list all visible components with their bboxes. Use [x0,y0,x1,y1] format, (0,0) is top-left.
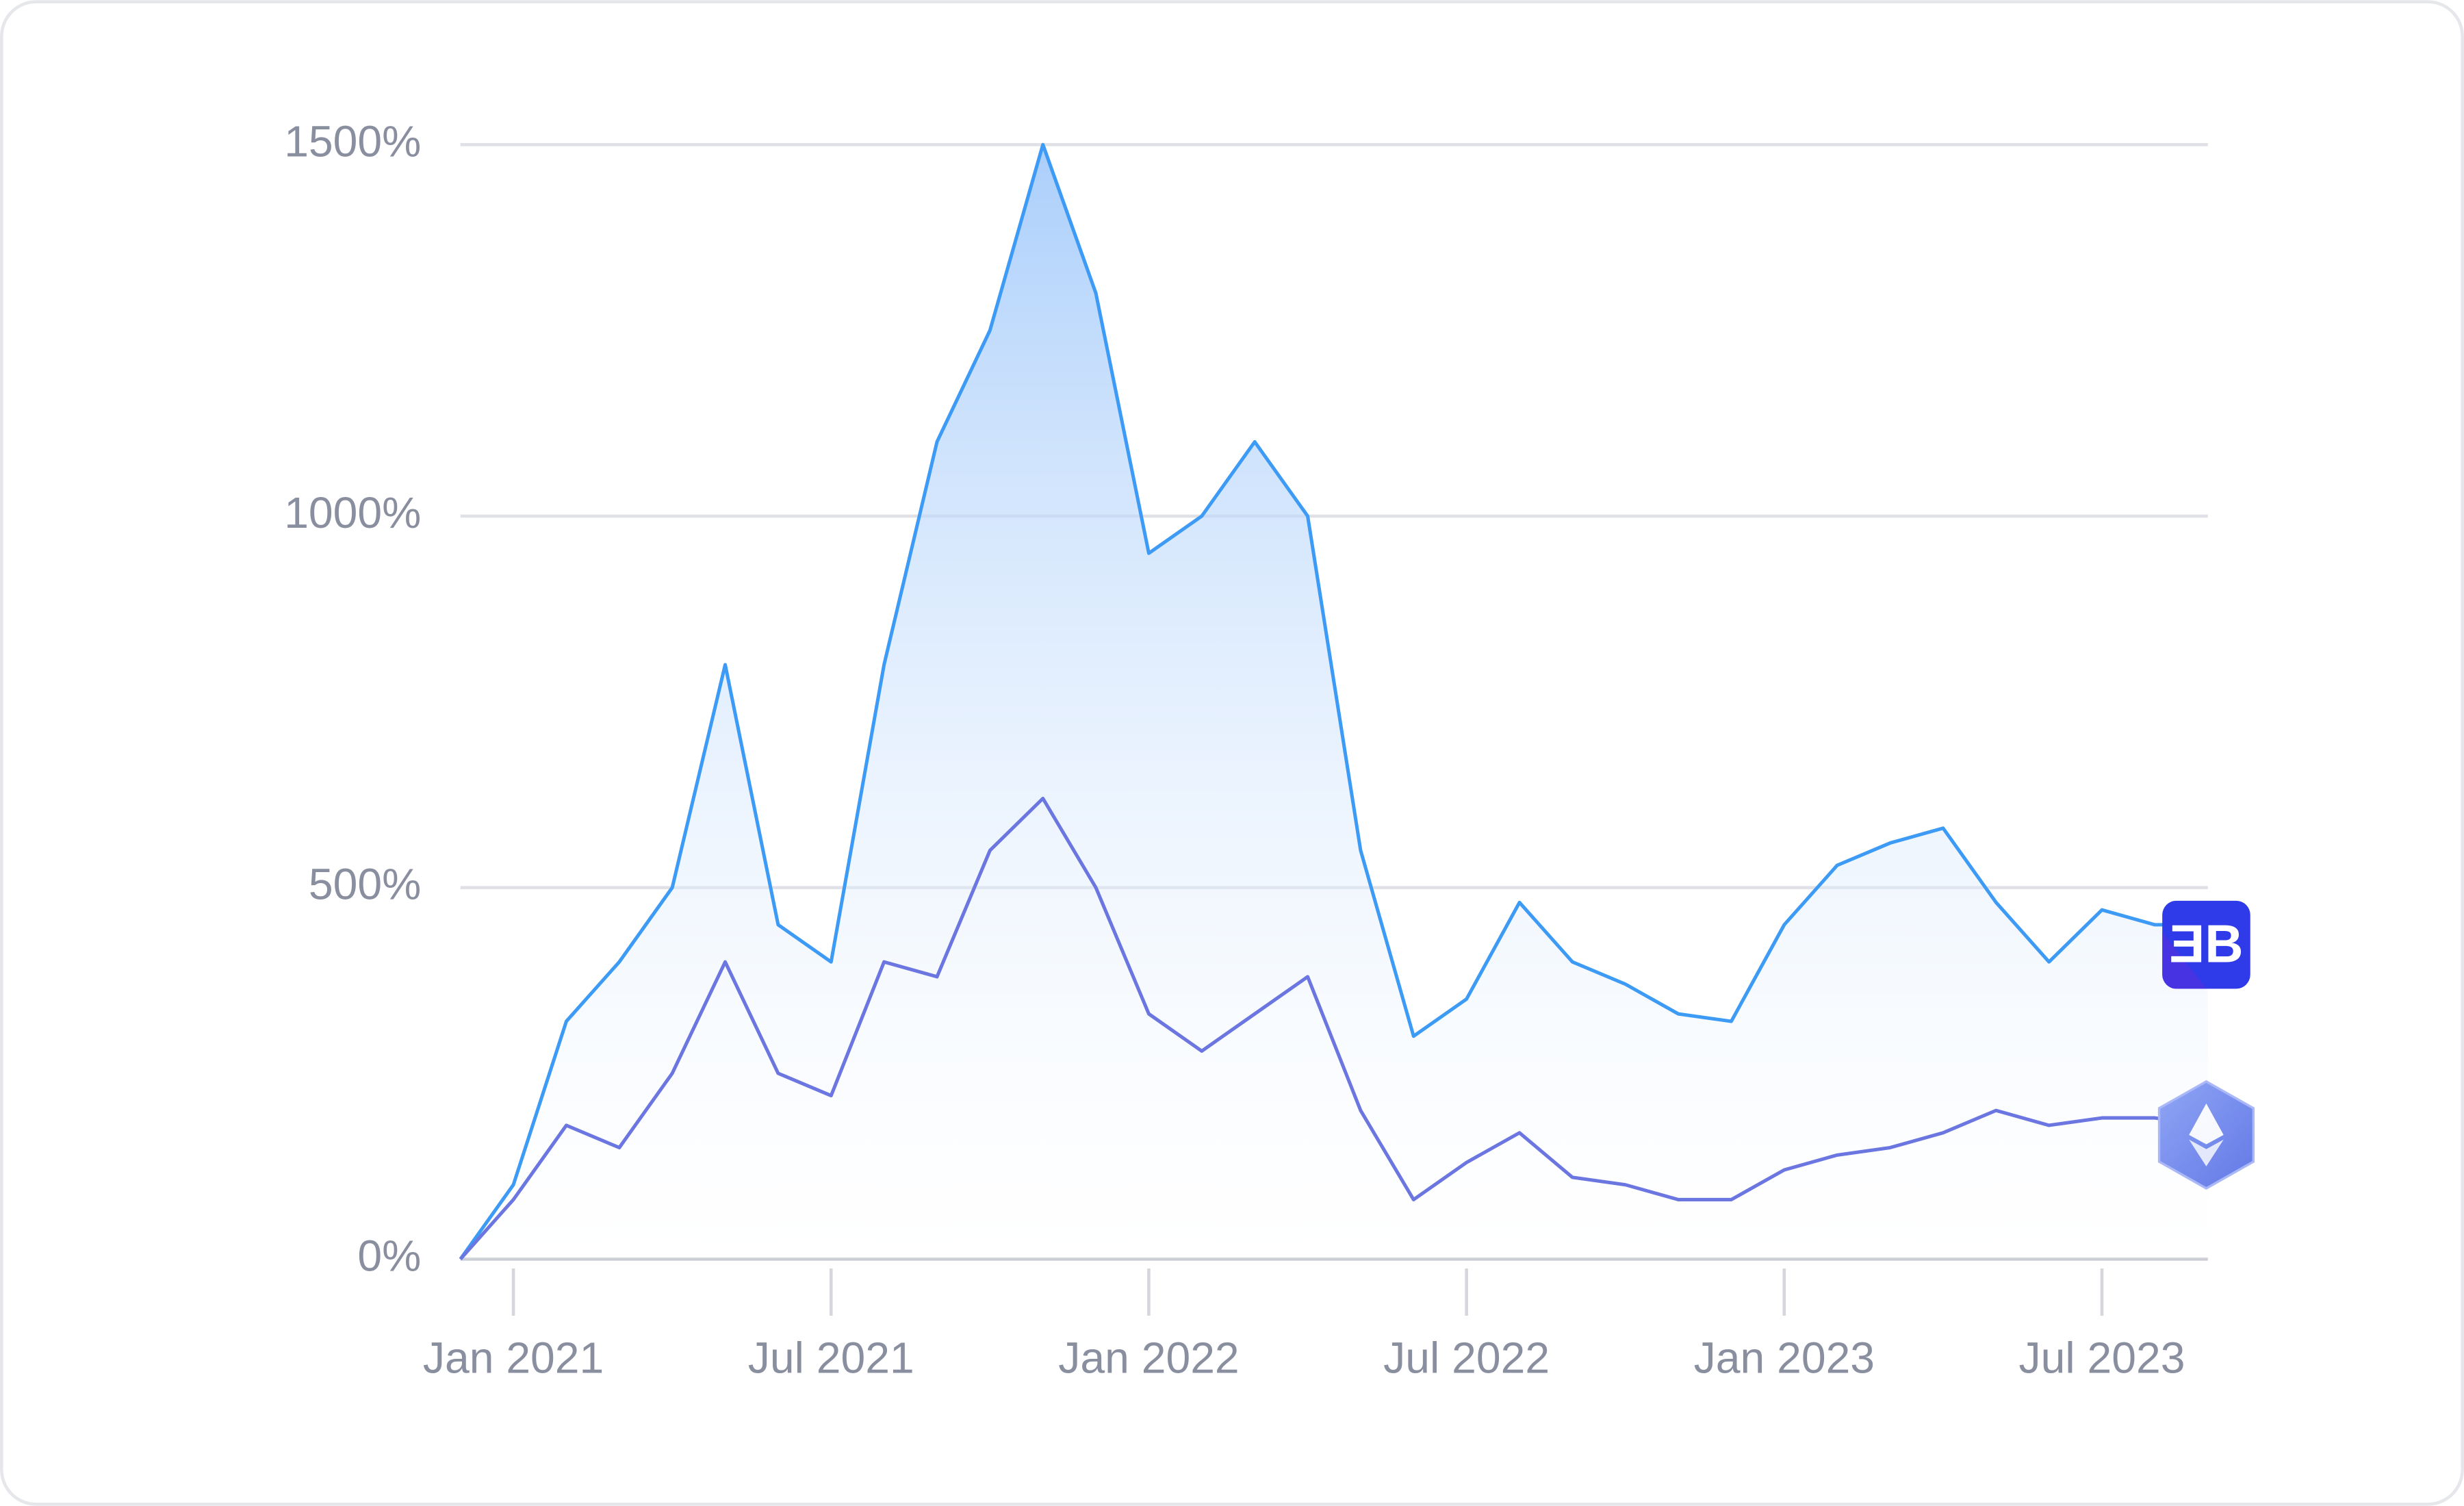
line [459,796,2209,1260]
area [460,144,2208,1260]
svg-text:ƎB: ƎB [2169,913,2243,973]
y-tick-label: 1500% [284,116,421,166]
line [459,142,2208,1260]
x-tick-label: Jan 2021 [423,1333,604,1383]
token-logo: ƎB [2162,900,2250,989]
y-tick-label: 1000% [284,488,421,537]
x-tick-label: Jul 2021 [748,1333,914,1383]
x-tick-label: Jan 2023 [1694,1333,1875,1383]
x-tick-label: Jul 2022 [1383,1333,1550,1383]
eth-logo [2157,1080,2255,1190]
y-tick-label: 500% [309,860,421,909]
x-tick-label: Jan 2022 [1058,1333,1239,1383]
x-tick-label: Jul 2023 [2019,1333,2185,1383]
y-tick-label: 0% [357,1231,421,1280]
plot: 0% 500% 1000% 1500% Jan 2021 Jul 2021 Jan 2022… [284,116,2209,1383]
